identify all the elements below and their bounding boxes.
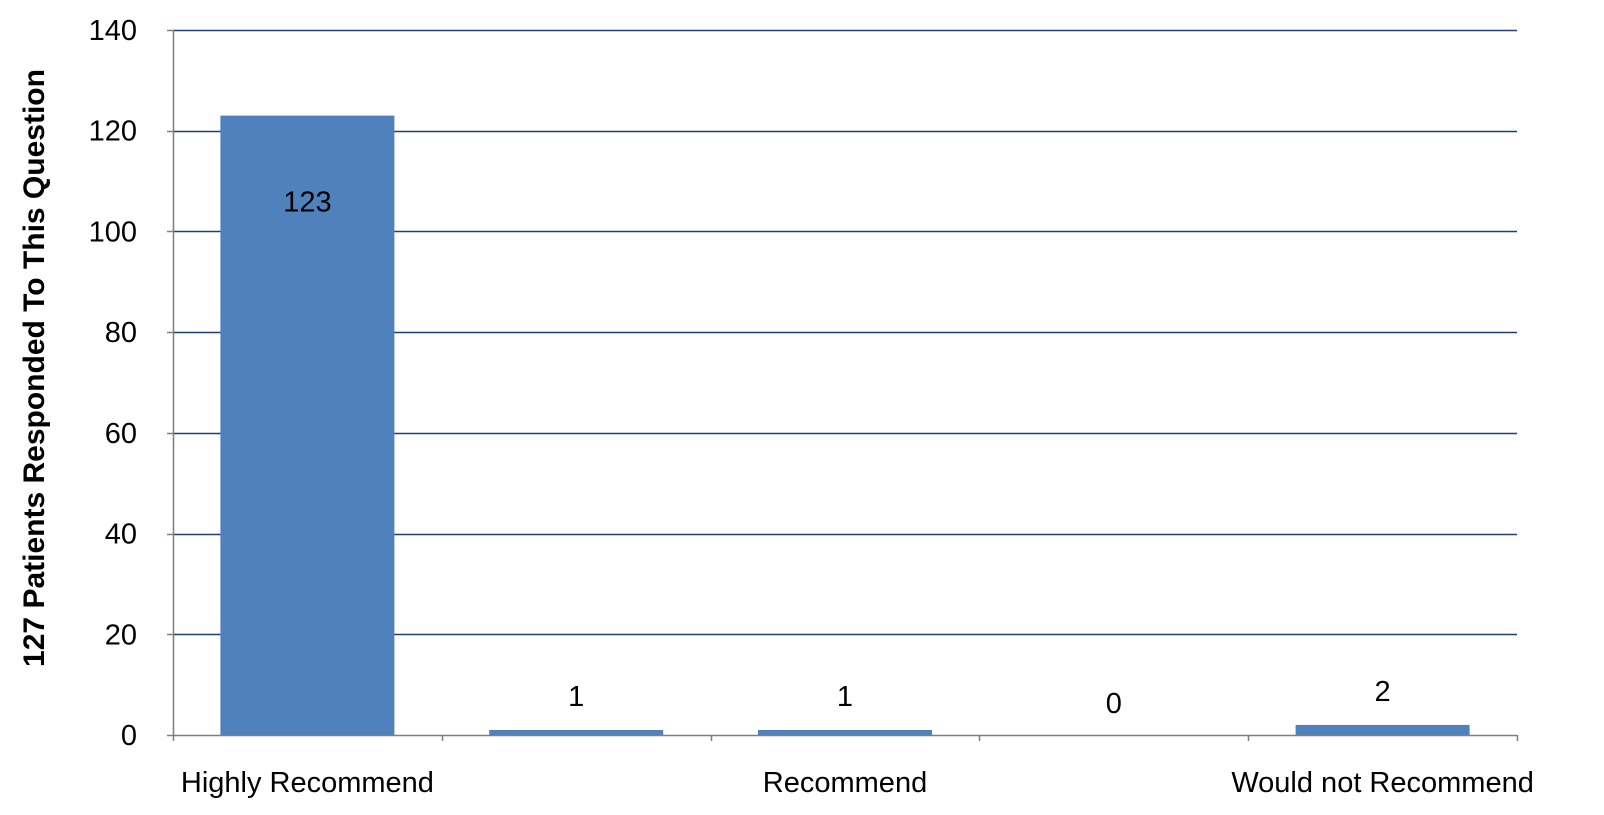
bar-4 [1295, 724, 1470, 735]
y-tick-label-100: 100 [89, 216, 137, 248]
bar-1 [489, 729, 664, 735]
bars [220, 115, 1470, 736]
bar-0 [220, 115, 395, 736]
axes [167, 29, 1519, 741]
data-label-3: 0 [1106, 688, 1122, 720]
data-label-1: 1 [568, 681, 584, 713]
y-tick-label-40: 40 [105, 519, 137, 551]
data-labels: 123 1 1 0 2 [283, 187, 1390, 720]
data-label-2: 1 [837, 681, 853, 713]
bar-2 [758, 729, 932, 735]
y-tick-label-60: 60 [105, 418, 137, 450]
x-category-label-2: Recommend [763, 767, 927, 799]
data-label-4: 2 [1375, 676, 1391, 708]
x-category-label-4: Would not Recommend [1231, 767, 1534, 799]
y-tick-labels: 0 20 40 60 80 100 120 140 [89, 15, 137, 752]
y-tick-label-80: 80 [105, 317, 137, 349]
x-category-label-0: Highly Recommend [181, 767, 434, 799]
y-tick-label-140: 140 [89, 15, 137, 47]
x-category-labels: Highly Recommend Recommend Would not Recom… [181, 767, 1534, 799]
y-axis-label: 127 Patients Responded To This Question [18, 69, 51, 667]
y-tick-label-20: 20 [105, 619, 137, 651]
y-tick-label-0: 0 [121, 720, 137, 752]
y-tick-label-120: 120 [89, 116, 137, 148]
gridlines [173, 29, 1517, 636]
data-label-0: 123 [283, 187, 331, 219]
